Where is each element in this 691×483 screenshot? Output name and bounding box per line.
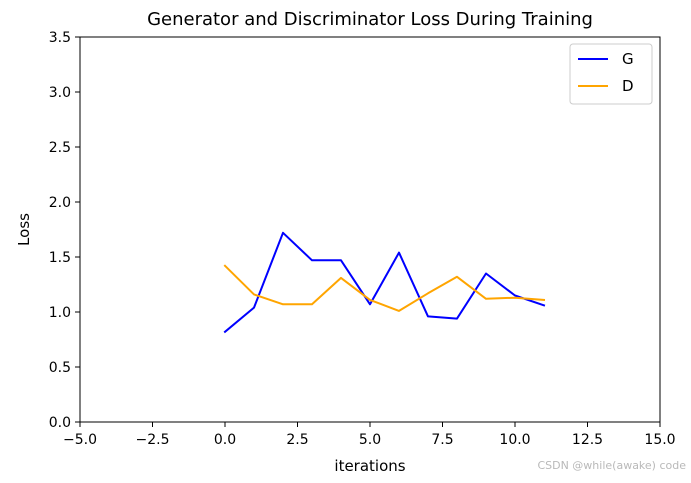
y-tick-label: 0.0	[49, 415, 71, 431]
y-tick-label: 2.5	[49, 140, 71, 156]
plot-area	[80, 37, 660, 422]
x-tick-label: 2.5	[286, 432, 308, 448]
y-tick-label: 0.5	[49, 360, 71, 376]
x-tick-label: 12.5	[572, 432, 603, 448]
y-tick-label: 3.5	[49, 30, 71, 46]
x-tick-label: −2.5	[136, 432, 170, 448]
legend: GD	[569, 43, 653, 105]
y-tick-label: 2.0	[49, 195, 71, 211]
y-tick-label: 1.0	[49, 305, 71, 321]
x-tick-label: 7.5	[431, 432, 453, 448]
series-layer	[223, 231, 546, 334]
y-tick-label: 3.0	[49, 85, 71, 101]
chart-title: Generator and Discriminator Loss During …	[147, 9, 593, 30]
series-line-G	[223, 231, 546, 334]
x-tick-label: −5.0	[63, 432, 97, 448]
y-axis-label: Loss	[15, 213, 33, 246]
x-tick-label: 0.0	[214, 432, 236, 448]
watermark-text: CSDN @while(awake) code	[537, 459, 686, 472]
x-tick-label: 5.0	[359, 432, 381, 448]
legend-label-G: G	[622, 50, 634, 68]
legend-box	[569, 43, 653, 105]
x-axis-label: iterations	[334, 457, 405, 475]
x-tick-label: 10.0	[499, 432, 530, 448]
legend-label-D: D	[622, 77, 634, 95]
series-line-D	[223, 264, 546, 312]
y-tick-label: 1.5	[49, 250, 71, 266]
x-tick-label: 15.0	[644, 432, 675, 448]
axes-layer: −5.0 −2.5 0.0 2.5 5.0 7.5 10.0 12.5 15.0 0.0 0.5 1.…	[49, 30, 676, 448]
